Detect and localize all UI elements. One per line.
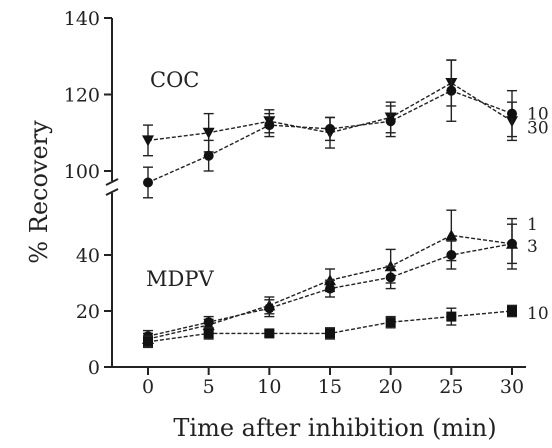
data-point-coc-30-10 <box>264 120 275 131</box>
x-tick-label-0: 0 <box>142 376 154 398</box>
data-point-coc-30-20 <box>385 116 396 127</box>
series-label-mdpv-1: 1 <box>527 215 538 235</box>
data-point-mdpv-10-5 <box>203 328 214 339</box>
data-point-coc-30-15 <box>325 123 335 134</box>
y-axis-label: % Recovery <box>25 120 53 264</box>
x-tick-label-5: 5 <box>203 376 215 398</box>
data-point-mdpv-3-20 <box>385 272 396 283</box>
group-label-coc: COC <box>150 68 199 92</box>
series-label-coc-10: 10 <box>527 104 549 124</box>
series-label-mdpv-3: 3 <box>527 237 538 257</box>
data-point-mdpv-1-25 <box>445 229 458 241</box>
data-point-coc-30-25 <box>446 85 457 96</box>
x-axis-label: Time after inhibition (min) <box>173 414 496 442</box>
y-tick-label-120: 120 <box>64 85 100 107</box>
y-axis-break-mark-1 <box>105 178 119 186</box>
y-axis-break-mark-2 <box>105 188 119 196</box>
y-tick-label-20: 20 <box>76 301 100 323</box>
x-tick-label-20: 20 <box>379 376 403 398</box>
data-point-mdpv-3-10 <box>264 303 275 314</box>
series-mdpv-10: 10 <box>143 304 549 349</box>
data-point-mdpv-3-30 <box>507 238 517 249</box>
y-tick-label-140: 140 <box>64 8 100 30</box>
series-coc-10: 10 <box>142 59 549 157</box>
data-point-mdpv-10-25 <box>446 311 457 322</box>
y-tick-label-0: 0 <box>88 357 100 379</box>
series-label-mdpv-10: 10 <box>527 304 549 324</box>
y-tick-label-100: 100 <box>64 161 100 183</box>
data-point-mdpv-10-10 <box>264 328 275 339</box>
data-point-mdpv-10-0 <box>143 336 153 347</box>
axes: 0 20 40 100 120 140 0 5 10 15 20 25 30 <box>64 8 526 398</box>
data-point-coc-30-30 <box>507 108 517 119</box>
x-tick-label-10: 10 <box>257 376 281 398</box>
x-tick-label-30: 30 <box>500 376 524 398</box>
series-label-coc-30: 30 <box>527 119 549 139</box>
y-tick-label-40: 40 <box>76 245 100 267</box>
data-point-mdpv-10-15 <box>325 328 335 339</box>
x-tick-label-15: 15 <box>318 376 342 398</box>
data-point-coc-30-0 <box>143 177 153 188</box>
data-point-mdpv-10-30 <box>507 306 517 316</box>
group-label-mdpv: MDPV <box>146 267 214 291</box>
series-coc-30: 30 <box>143 59 549 199</box>
labels: Time after inhibition (min) % Recovery C… <box>25 68 497 442</box>
data-point-mdpv-3-15 <box>325 283 335 294</box>
data-point-mdpv-3-25 <box>446 250 457 260</box>
data-point-coc-10-5 <box>202 127 215 139</box>
data-point-coc-30-5 <box>203 150 214 161</box>
data-point-coc-10-0 <box>142 135 154 147</box>
x-tick-label-25: 25 <box>439 376 463 398</box>
data-point-mdpv-10-20 <box>385 317 396 328</box>
data-point-mdpv-3-5 <box>203 317 214 328</box>
